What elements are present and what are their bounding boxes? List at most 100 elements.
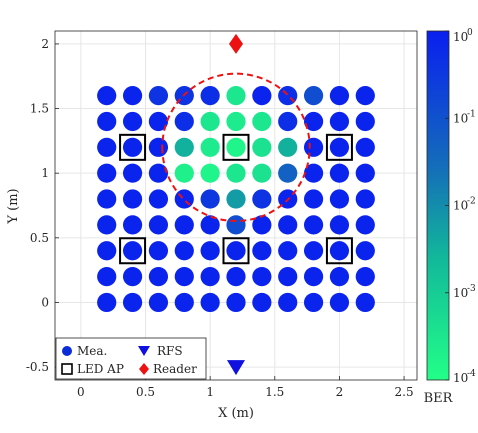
led-ap-4 bbox=[222, 237, 250, 265]
measurement-point-r7-c2 bbox=[148, 266, 169, 287]
measurement-point-r1-c3 bbox=[174, 111, 194, 132]
measurement-point-r6-c3 bbox=[174, 241, 194, 261]
measurement-point-r7-c5 bbox=[226, 266, 246, 287]
measurement-point-r6-c0 bbox=[97, 241, 117, 261]
legend: Mea. RFS LED AP Reader bbox=[55, 337, 207, 380]
measurement-point-r3-c2 bbox=[148, 163, 169, 183]
led-ap-5 bbox=[325, 237, 353, 265]
measurement-point-r5-c2 bbox=[148, 215, 169, 235]
measurement-point-r8-c7 bbox=[278, 292, 298, 313]
measurement-point-r5-c0 bbox=[97, 215, 117, 235]
measurement-point-r1-c6 bbox=[252, 111, 272, 132]
measurement-point-r2-c2 bbox=[148, 137, 169, 157]
measurement-point-r5-c8 bbox=[303, 215, 324, 235]
measurement-point-r3-c0 bbox=[97, 163, 117, 183]
plot-frame bbox=[54, 30, 418, 381]
measurement-point-r0-c0 bbox=[97, 86, 117, 106]
measurement-point-r5-c10 bbox=[355, 215, 375, 235]
legend-led-ap-swatch bbox=[61, 363, 73, 375]
measurement-point-r3-c5 bbox=[226, 163, 246, 183]
measurement-point-r0-c5 bbox=[226, 86, 246, 106]
measurement-point-r8-c2 bbox=[148, 292, 169, 313]
measurement-point-r2-c1 bbox=[122, 137, 143, 157]
measurement-points bbox=[97, 86, 375, 313]
measurement-point-r0-c2 bbox=[148, 86, 169, 106]
measurement-point-r6-c1 bbox=[122, 241, 143, 261]
measurement-point-r7-c0 bbox=[97, 266, 117, 287]
colorbar-tick-label-2: 10 bbox=[453, 199, 468, 213]
measurement-point-r0-c8 bbox=[303, 86, 324, 106]
measurement-point-r3-c3 bbox=[174, 163, 194, 183]
colorbar-tick-label-3: 10 bbox=[453, 286, 468, 300]
measurement-point-r6-c8 bbox=[303, 241, 324, 261]
led-ap-2 bbox=[325, 133, 353, 161]
measurement-point-r2-c4 bbox=[200, 137, 220, 157]
measurement-point-r3-c10 bbox=[355, 163, 375, 183]
x-tick-label-5: 2.5 bbox=[395, 385, 414, 399]
legend-mea-swatch bbox=[62, 346, 72, 356]
colorbar-tick-exponent-4: -4 bbox=[467, 369, 476, 379]
measurement-point-r8-c0 bbox=[97, 292, 117, 313]
measurement-point-r1-c0 bbox=[97, 111, 117, 132]
y-tick-label-0: -0.5 bbox=[26, 360, 49, 374]
measurement-point-r4-c3 bbox=[174, 189, 194, 209]
measurement-point-r4-c1 bbox=[122, 189, 143, 209]
measurement-point-r8-c10 bbox=[355, 292, 375, 313]
measurement-point-r1-c10 bbox=[355, 111, 375, 132]
measurement-point-r1-c7 bbox=[278, 111, 298, 132]
measurement-point-r0-c4 bbox=[200, 86, 220, 106]
measurement-point-r2-c0 bbox=[97, 137, 117, 157]
x-tick-label-1: 0.5 bbox=[136, 385, 155, 399]
measurement-point-r8-c8 bbox=[303, 292, 324, 313]
measurement-point-r2-c5 bbox=[226, 137, 246, 157]
measurement-point-r6-c9 bbox=[329, 241, 350, 261]
measurement-point-r5-c7 bbox=[278, 215, 298, 235]
measurement-point-r0-c6 bbox=[252, 86, 272, 106]
colorbar-label: BER bbox=[424, 391, 454, 406]
colorbar-tick-label-0: 10 bbox=[453, 30, 468, 44]
led-ap-markers bbox=[119, 133, 353, 265]
measurement-point-r1-c8 bbox=[303, 111, 324, 132]
measurement-point-r7-c10 bbox=[355, 266, 375, 287]
legend-rfs-swatch bbox=[138, 346, 150, 356]
colorbar-tick-label-1: 10 bbox=[453, 111, 468, 125]
measurement-point-r6-c5 bbox=[226, 241, 246, 261]
measurement-point-r0-c9 bbox=[329, 86, 350, 106]
measurement-point-r7-c4 bbox=[200, 266, 220, 287]
measurement-point-r5-c3 bbox=[174, 215, 194, 235]
measurement-point-r7-c9 bbox=[329, 266, 350, 287]
measurement-point-r8-c6 bbox=[252, 292, 272, 313]
measurement-point-r4-c2 bbox=[148, 189, 169, 209]
measurement-point-r7-c8 bbox=[303, 266, 324, 287]
measurement-point-r0-c1 bbox=[122, 86, 143, 106]
x-tick-label-4: 2 bbox=[336, 385, 344, 399]
measurement-point-r2-c3 bbox=[174, 137, 194, 157]
measurement-point-r4-c9 bbox=[329, 189, 350, 209]
measurement-point-r4-c5 bbox=[226, 189, 246, 209]
measurement-point-r3-c6 bbox=[252, 163, 272, 183]
measurement-point-r6-c6 bbox=[252, 241, 272, 261]
x-tick-label-0: 0 bbox=[77, 385, 85, 399]
x-tick-label-3: 1.5 bbox=[265, 385, 284, 399]
measurement-point-r2-c9 bbox=[329, 137, 350, 157]
coverage-circle bbox=[161, 72, 311, 222]
colorbar-tick-exponent-2: -2 bbox=[467, 197, 476, 207]
measurement-point-r6-c4 bbox=[200, 241, 220, 261]
y-tick-label-5: 2 bbox=[41, 37, 49, 51]
y-tick-label-4: 1.5 bbox=[30, 102, 49, 116]
measurement-point-r3-c9 bbox=[329, 163, 350, 183]
measurement-point-r6-c7 bbox=[278, 241, 298, 261]
measurement-point-r7-c6 bbox=[252, 266, 272, 287]
measurement-point-r8-c1 bbox=[122, 292, 143, 313]
y-tick-label-1: 0 bbox=[41, 295, 49, 309]
measurement-point-r1-c9 bbox=[329, 111, 350, 132]
legend-led-ap-label: LED AP bbox=[77, 362, 124, 376]
measurement-point-r2-c8 bbox=[303, 137, 324, 157]
measurement-point-r4-c10 bbox=[355, 189, 375, 209]
y-axis-label: Y (m) bbox=[6, 188, 21, 224]
measurement-point-r7-c3 bbox=[174, 266, 194, 287]
x-axis-ticks: 0 0.5 1 1.5 2 2.5 bbox=[77, 376, 414, 399]
x-axis-label: X (m) bbox=[218, 406, 254, 421]
